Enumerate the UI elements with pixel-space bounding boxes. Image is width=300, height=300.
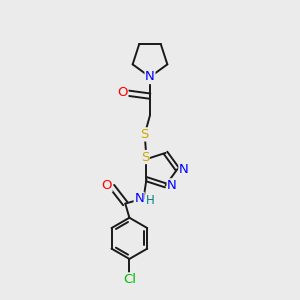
Text: N: N: [167, 179, 177, 192]
Text: N: N: [179, 163, 189, 176]
Text: S: S: [140, 128, 149, 141]
Text: H: H: [146, 194, 154, 207]
Text: N: N: [134, 192, 144, 206]
Text: N: N: [145, 70, 155, 83]
Text: S: S: [141, 151, 149, 164]
Text: O: O: [101, 178, 112, 192]
Text: O: O: [117, 86, 128, 99]
Text: Cl: Cl: [123, 273, 136, 286]
